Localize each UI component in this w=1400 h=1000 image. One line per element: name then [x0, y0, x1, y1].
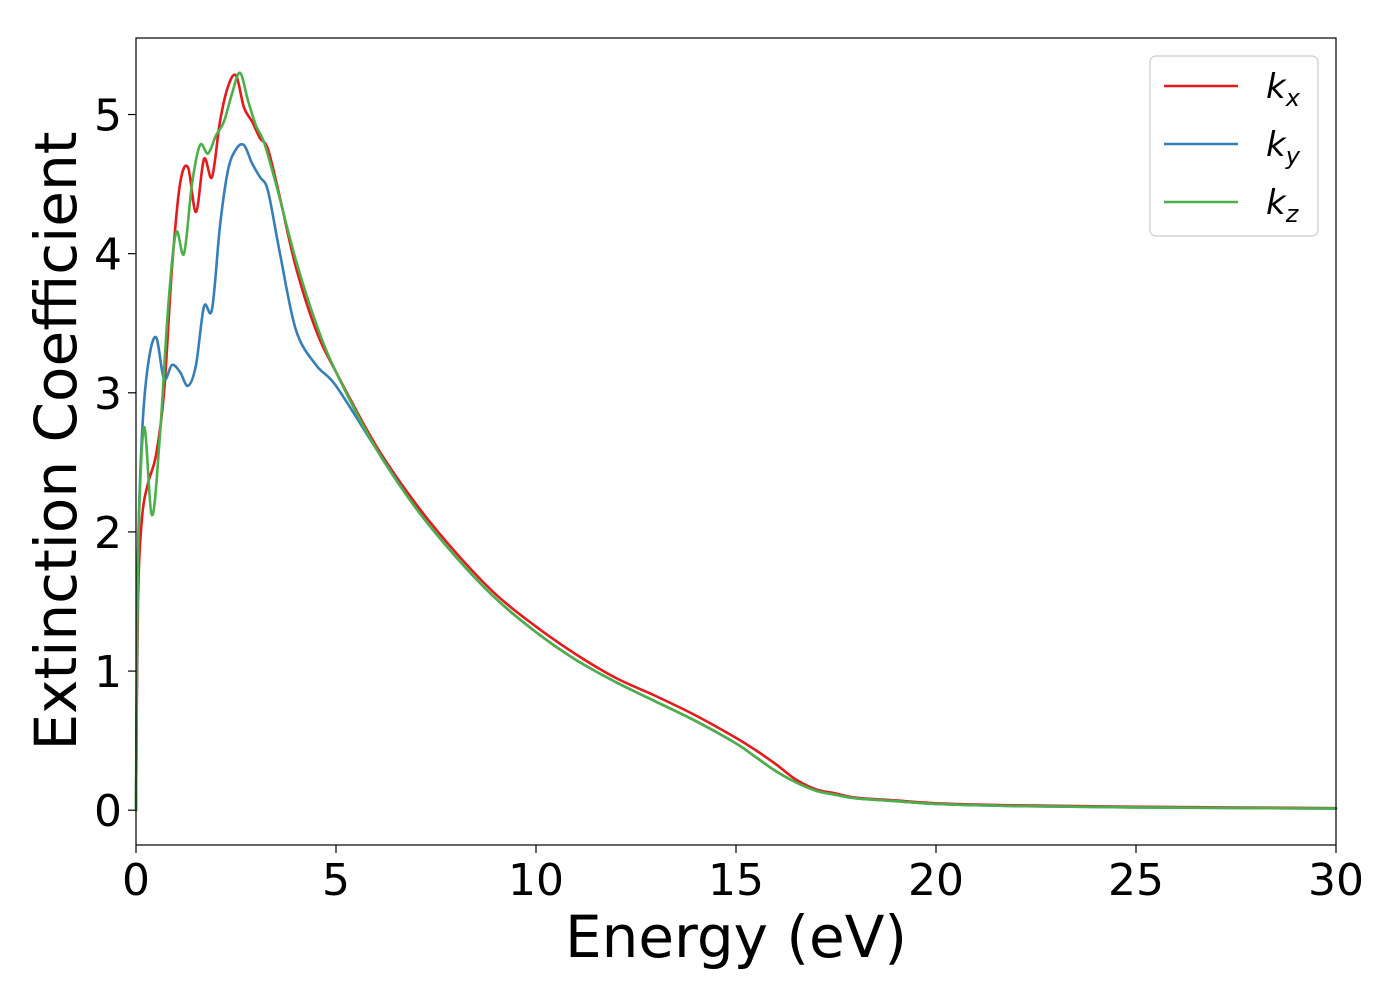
legend: kx ky kz — [1149, 55, 1319, 237]
series-layer — [134, 71, 1338, 812]
series-line-kz — [134, 71, 1338, 812]
legend-label-kx: kx — [1266, 67, 1301, 112]
x-tick-label: 25 — [1108, 855, 1164, 906]
legend-label-kz: kz — [1266, 183, 1300, 228]
x-tick-label: 20 — [908, 855, 964, 906]
plot-area — [136, 38, 1336, 845]
plot-frame — [135, 37, 1337, 846]
y-tick-label: 0 — [94, 786, 122, 837]
legend-label-ky: ky — [1266, 125, 1301, 170]
legend-frame — [1149, 55, 1319, 237]
x-tick-label: 15 — [708, 855, 764, 906]
x-tick-label: 0 — [122, 855, 150, 906]
y-tick-label: 4 — [94, 230, 122, 281]
y-tick-label: 1 — [94, 647, 122, 698]
y-axis-label: Extinction Coefficient — [22, 132, 90, 751]
tick-layer: 0 5 10 15 20 25 30 0 1 2 3 4 5 — [94, 91, 1364, 906]
x-tick-label: 30 — [1308, 855, 1364, 906]
y-tick-label: 3 — [94, 369, 122, 420]
x-tick-label: 5 — [322, 855, 350, 906]
y-tick-label: 5 — [94, 91, 122, 142]
y-tick-label: 2 — [94, 508, 122, 559]
x-axis-label: Energy (eV) — [565, 903, 907, 971]
x-tick-label: 10 — [508, 855, 564, 906]
